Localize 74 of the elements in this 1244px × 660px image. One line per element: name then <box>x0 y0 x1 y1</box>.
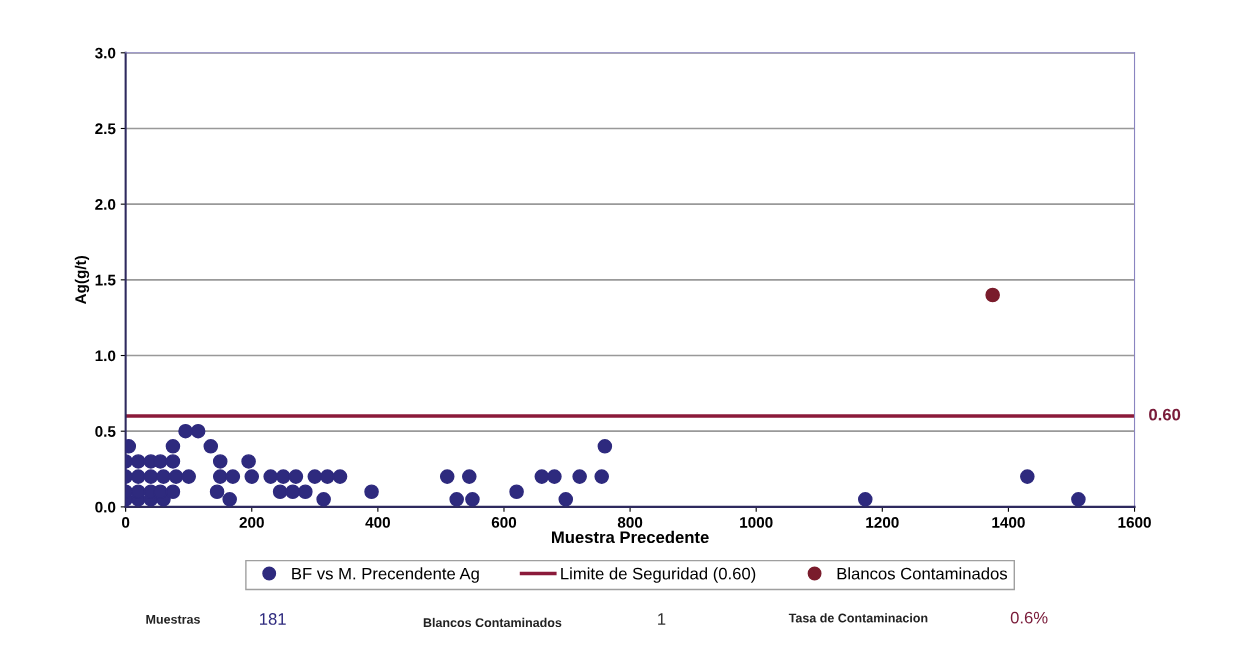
point <box>316 492 331 507</box>
point <box>465 492 480 507</box>
legend-label: BF vs M. Precendente Ag <box>292 567 479 583</box>
point <box>168 469 184 484</box>
point <box>241 454 256 469</box>
point <box>165 484 181 500</box>
text: Blancos Contaminados <box>423 617 562 628</box>
point <box>985 287 1000 303</box>
point <box>203 439 219 454</box>
point <box>332 469 348 484</box>
point <box>272 484 288 500</box>
point <box>572 469 587 484</box>
point <box>130 454 146 469</box>
point <box>462 469 477 484</box>
text: 1 <box>658 613 666 625</box>
y-tick-label: 1.5 <box>95 274 116 286</box>
point <box>209 484 225 500</box>
point <box>263 469 278 484</box>
x-tick-label: 0 <box>122 517 130 528</box>
point <box>244 469 260 484</box>
point <box>130 469 146 484</box>
point <box>509 484 524 500</box>
point <box>547 469 562 484</box>
x-tick-label: 200 <box>239 517 264 528</box>
point <box>320 469 335 484</box>
point <box>153 454 168 469</box>
point <box>225 469 241 484</box>
point <box>364 484 379 500</box>
point <box>212 454 228 469</box>
point <box>143 469 159 484</box>
point <box>165 439 181 454</box>
point <box>594 469 609 484</box>
point <box>275 469 291 484</box>
x-axis-title: Muestra Precedente <box>552 530 709 544</box>
text: Muestras <box>146 615 200 624</box>
y-tick-label: 2.0 <box>95 199 116 210</box>
annotation: 0.60 <box>1149 408 1181 421</box>
text: 0.6% <box>1010 611 1048 624</box>
point <box>298 484 313 500</box>
point <box>165 454 181 469</box>
legend-label: Limite de Seguridad (0.60) <box>561 567 756 583</box>
y-tick-label: 1.0 <box>95 350 116 362</box>
point <box>534 469 550 484</box>
x-tick-label: 600 <box>491 517 517 528</box>
y-tick-label: 0.0 <box>95 501 116 513</box>
point <box>449 492 464 507</box>
point <box>288 469 304 484</box>
y-tick-label: 3.0 <box>95 47 116 59</box>
text: Tasa de Contaminacion <box>788 613 928 623</box>
y-tick-label: 0.5 <box>95 426 116 437</box>
point <box>212 469 228 484</box>
point <box>178 423 193 439</box>
point <box>597 439 613 454</box>
point <box>190 423 206 439</box>
y-axis-title: Ag(g/t) <box>74 256 90 305</box>
x-tick-label: 800 <box>617 517 643 528</box>
point <box>1020 469 1035 484</box>
x-tick-label: 1000 <box>740 517 773 528</box>
point <box>181 469 196 484</box>
x-tick-label: 1600 <box>1118 517 1151 528</box>
point <box>558 492 574 507</box>
point <box>1071 492 1086 507</box>
x-tick-label: 400 <box>365 517 390 528</box>
x-tick-label: 1400 <box>992 517 1025 528</box>
point <box>307 469 323 484</box>
point <box>857 492 873 507</box>
x-tick-label: 1200 <box>866 517 899 528</box>
point <box>156 469 171 484</box>
legend-label: Blancos Contaminados <box>837 567 1008 580</box>
y-tick-label: 2.5 <box>95 123 116 135</box>
point <box>439 469 455 484</box>
text: 181 <box>260 613 286 625</box>
point <box>222 492 237 507</box>
point <box>285 484 301 500</box>
